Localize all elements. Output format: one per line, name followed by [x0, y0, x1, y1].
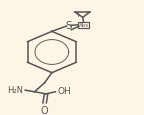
Text: H₂N: H₂N: [7, 86, 23, 95]
Text: O: O: [41, 105, 48, 115]
Text: S: S: [65, 21, 72, 31]
Text: OH: OH: [58, 86, 71, 95]
Text: Abs: Abs: [78, 23, 89, 28]
